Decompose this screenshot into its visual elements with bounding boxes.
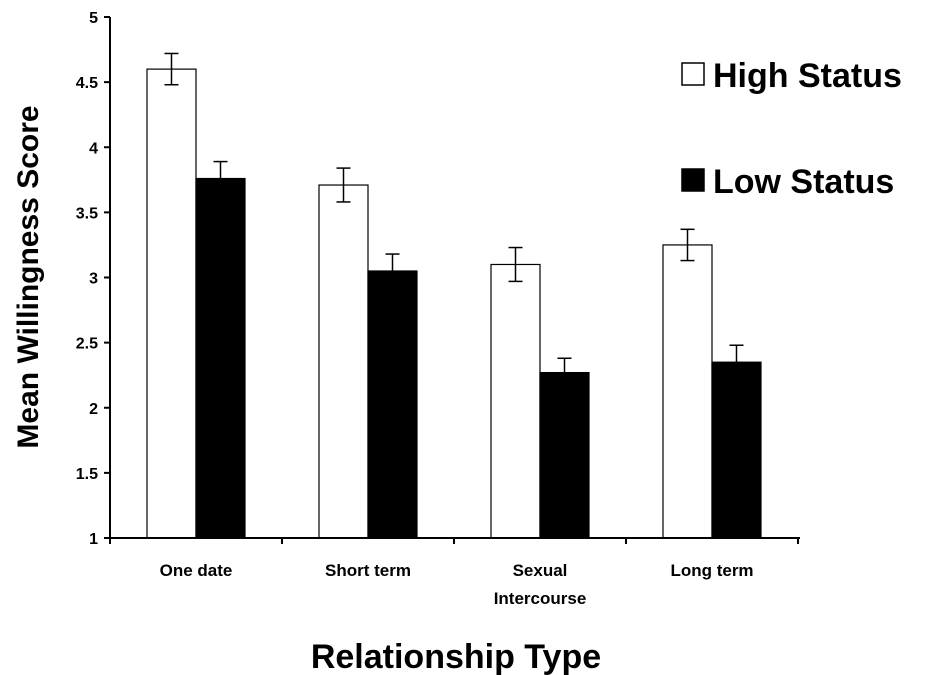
bar-high-status: [490, 263, 541, 539]
legend: High Status Low Status: [681, 57, 902, 201]
legend-label-low-status: Low Status: [713, 163, 894, 201]
y-tick-label: 3: [89, 271, 98, 288]
y-tick-label: 3.5: [76, 205, 98, 222]
error-bar: [508, 246, 523, 283]
bar-low-status: [711, 361, 762, 539]
y-tick-label: 1.5: [76, 466, 98, 483]
y-tick-label: 2.5: [76, 336, 98, 353]
x-category-label: Long term: [670, 561, 753, 580]
bars-layer: [146, 68, 762, 539]
bar-high-status: [662, 244, 713, 539]
y-tick-label: 1: [89, 531, 98, 548]
error-bar: [385, 253, 400, 289]
legend-item-high-status: High Status: [681, 57, 902, 95]
legend-swatch-high-status: [681, 62, 705, 86]
error-bar: [557, 357, 572, 388]
x-category-label: Intercourse: [494, 589, 587, 608]
x-axis-label: Relationship Type: [311, 638, 601, 675]
x-ticks-layer: [109, 538, 799, 544]
bar-low-status: [195, 177, 246, 539]
x-category-label: Sexual: [513, 561, 568, 580]
error-bar: [213, 160, 228, 197]
error-bar: [729, 344, 744, 380]
y-ticks-layer: 1 1.5 2 2.5 3 3.5 4 4.5 5: [76, 10, 110, 548]
error-bar: [164, 52, 179, 86]
y-tick-label: 4: [89, 140, 98, 157]
error-bar: [336, 167, 351, 203]
y-tick-label: 2: [89, 401, 98, 418]
x-category-labels: One date Short term Sexual Intercourse Long …: [160, 561, 754, 608]
legend-swatch-low-status: [681, 168, 705, 192]
y-tick-label: 5: [89, 10, 98, 27]
bar-low-status: [367, 270, 418, 539]
x-category-label: One date: [160, 561, 233, 580]
legend-item-low-status: Low Status: [681, 163, 894, 201]
bar-high-status: [318, 184, 369, 539]
x-category-label: Short term: [325, 561, 411, 580]
legend-label-high-status: High Status: [713, 57, 902, 95]
error-bar: [680, 228, 695, 262]
bar-high-status: [146, 68, 197, 539]
y-tick-label: 4.5: [76, 75, 98, 92]
bar-low-status: [539, 371, 590, 539]
error-bars-layer: [164, 52, 744, 388]
y-axis-label: Mean Willingness Score: [12, 105, 45, 448]
